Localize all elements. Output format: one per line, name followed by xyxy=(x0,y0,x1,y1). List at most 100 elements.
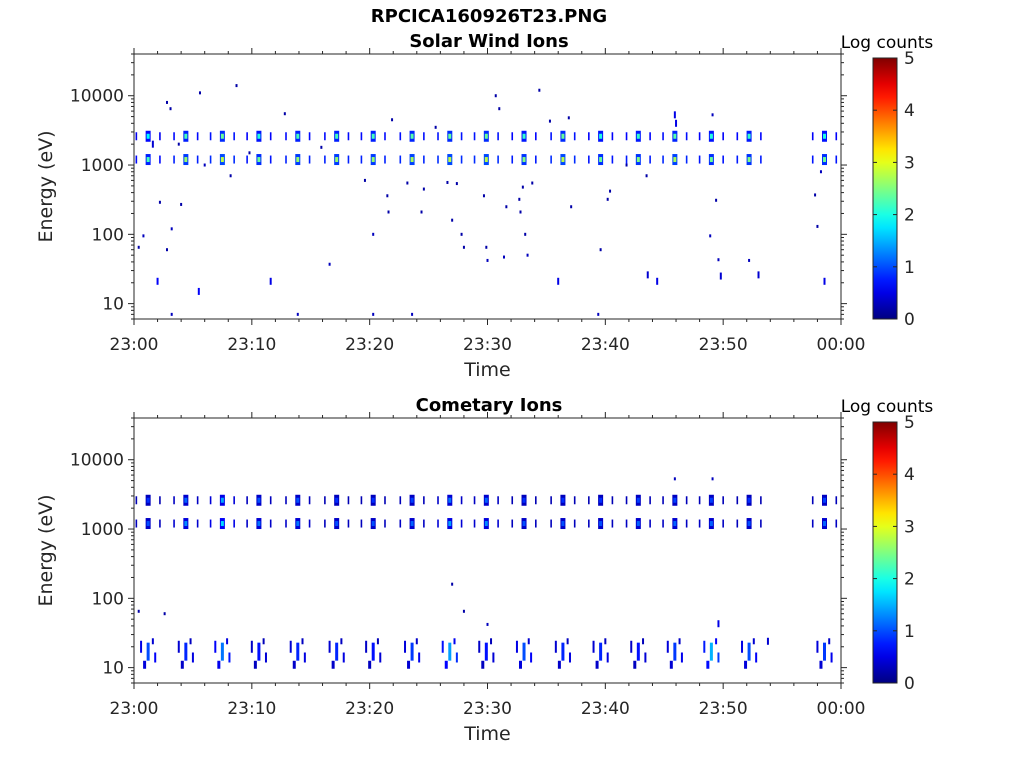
burst-core xyxy=(184,521,188,527)
burst-fringe xyxy=(460,496,463,505)
low-band-cell xyxy=(752,638,755,645)
scatter-point xyxy=(673,111,676,119)
burst-fringe xyxy=(550,155,552,164)
burst-core xyxy=(371,521,375,527)
burst-fringe xyxy=(511,519,514,528)
scatter-point xyxy=(180,202,183,206)
low-band-cell xyxy=(527,638,530,645)
burst-fringe xyxy=(811,496,814,505)
low-band-cell xyxy=(823,642,827,661)
burst-core xyxy=(296,497,300,503)
burst-core xyxy=(636,497,640,503)
x-tick-label: 23:00 xyxy=(110,335,159,355)
low-band-cell xyxy=(154,652,157,663)
burst-fringe xyxy=(246,132,248,141)
scatter-point xyxy=(494,94,497,98)
burst-core xyxy=(335,497,339,503)
burst-fringe xyxy=(573,155,576,164)
low-band-cell xyxy=(568,652,571,663)
burst-fringe xyxy=(625,519,628,528)
burst-core xyxy=(709,133,713,139)
burst-core xyxy=(448,497,452,503)
y-axis-label: Energy (eV) xyxy=(35,494,57,606)
burst-core xyxy=(257,133,261,139)
scatter-point xyxy=(502,255,505,259)
panel-title-solar-wind: Solar Wind Ions xyxy=(409,31,569,52)
scatter-point xyxy=(814,193,817,197)
burst-fringe xyxy=(308,496,311,505)
scatter-point xyxy=(462,609,465,613)
x-axis: 23:00 23:10 23:20 23:30 23:40 23:50 00:00 Time xyxy=(110,412,866,745)
burst-core xyxy=(335,157,339,163)
low-band-cell xyxy=(368,660,372,669)
burst-fringe xyxy=(285,132,287,141)
burst-fringe xyxy=(399,519,402,528)
burst-fringe xyxy=(173,496,175,505)
burst-core xyxy=(709,521,713,527)
burst-fringe xyxy=(497,519,499,528)
scatter-point xyxy=(711,477,714,481)
scatter-point xyxy=(142,234,145,238)
scatter-point xyxy=(203,163,206,167)
burst-core xyxy=(636,521,640,527)
burst-fringe xyxy=(722,519,724,528)
low-band-cell xyxy=(455,652,458,663)
scatter-point xyxy=(137,245,140,249)
burst-core xyxy=(823,497,827,503)
burst-fringe xyxy=(649,496,651,505)
low-band-cell xyxy=(816,640,819,653)
burst-fringe xyxy=(159,496,161,505)
burst-core xyxy=(673,157,677,163)
scatter-point xyxy=(548,119,551,123)
burst-fringe xyxy=(625,155,628,164)
burst-fringe xyxy=(573,132,576,141)
scatter-point xyxy=(420,210,423,214)
burst-core xyxy=(448,157,452,163)
burst-fringe xyxy=(760,155,762,164)
burst-fringe xyxy=(535,155,537,164)
scatter-point xyxy=(156,277,159,285)
low-band-cell xyxy=(490,638,493,645)
burst-core xyxy=(296,521,300,527)
x-tick-label: 00:00 xyxy=(817,699,866,719)
low-band-cell xyxy=(410,642,414,661)
low-band-cell xyxy=(680,652,683,663)
x-tick-label: 23:00 xyxy=(110,699,159,719)
burst-fringe xyxy=(384,155,386,164)
low-band-cell xyxy=(407,660,411,669)
burst-fringe xyxy=(649,155,651,164)
burst-fringe xyxy=(173,132,175,141)
low-band-cell xyxy=(706,660,710,669)
burst-core xyxy=(410,497,414,503)
colorbar-tick-label: 3 xyxy=(904,517,915,537)
scatter-point xyxy=(165,248,168,252)
scatter-point xyxy=(646,271,649,279)
scatter-point xyxy=(372,232,375,236)
burst-fringe xyxy=(233,519,235,528)
x-axis-label: Time xyxy=(463,359,511,381)
scatter-point xyxy=(645,174,648,178)
low-band-cell xyxy=(264,652,267,663)
colorbar: Log counts 0 1 2 3 4 5 xyxy=(841,33,934,330)
colorbar-label: Log counts xyxy=(841,397,934,417)
x-tick-label: 23:30 xyxy=(463,699,512,719)
scatter-point xyxy=(531,181,534,185)
plot-area xyxy=(133,53,842,320)
low-band-cell xyxy=(557,660,561,669)
scatter-point xyxy=(673,477,676,481)
low-band-cell xyxy=(335,642,339,661)
scatter-point xyxy=(625,163,628,167)
low-band-cell xyxy=(371,642,375,661)
burst-core xyxy=(371,133,375,139)
burst-fringe xyxy=(662,155,664,164)
scatter-point xyxy=(387,210,390,214)
scatter-point xyxy=(434,125,437,129)
low-band-cell xyxy=(250,640,253,653)
scatter-point xyxy=(567,116,570,120)
low-band-cell xyxy=(666,640,669,653)
low-band-cell xyxy=(444,660,448,669)
scatter-point xyxy=(235,84,238,88)
scatter-point xyxy=(717,620,720,628)
burst-fringe xyxy=(535,519,537,528)
scatter-point xyxy=(269,277,272,285)
